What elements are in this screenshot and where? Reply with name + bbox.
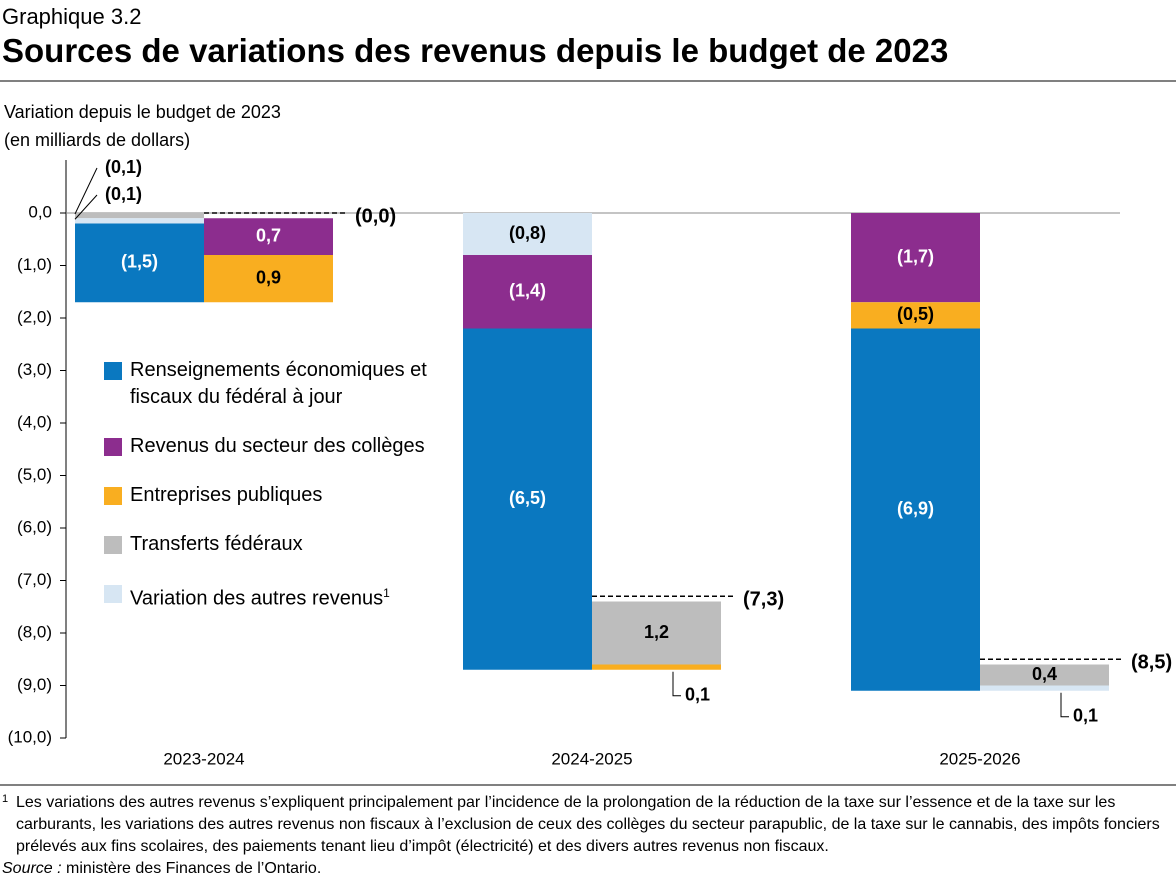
bar-segment [204, 255, 333, 303]
bar-segment [851, 213, 980, 303]
bar-segment [980, 664, 1109, 686]
y-tick-label: 0,0 [28, 202, 52, 221]
bar-segment [463, 213, 592, 255]
y-tick-label: (9,0) [17, 675, 52, 694]
source-label: Source : [2, 860, 62, 877]
data-label: (1,5) [121, 252, 158, 272]
y-tick-label: (7,0) [17, 570, 52, 589]
legend-item: Entreprises publiques [104, 482, 434, 509]
kicker: Graphique 3.2 [2, 4, 142, 29]
bar-segment [463, 328, 592, 670]
legend-item: Renseignements économiques et fiscaux du… [104, 357, 434, 411]
callout-line [74, 167, 98, 215]
data-label: (6,5) [509, 488, 546, 508]
data-label: 1,2 [644, 622, 669, 642]
chart-title: Sources de variations des revenus depuis… [2, 32, 949, 69]
legend-swatch [104, 362, 122, 380]
data-label: 0,7 [256, 225, 281, 245]
legend-label: Transferts fédéraux [130, 533, 303, 555]
legend-label: Entreprises publiques [130, 484, 323, 506]
bar-segment [592, 664, 721, 670]
legend-text: Revenus du secteur des collèges [130, 433, 425, 460]
y-axis-label-line: Variation depuis le budget de 2023 [4, 102, 281, 122]
y-tick-label: (3,0) [17, 360, 52, 379]
data-label: (6,9) [897, 498, 934, 518]
legend-item: Transferts fédéraux [104, 531, 434, 558]
legend-text: Renseignements économiques et fiscaux du… [130, 357, 434, 411]
footnote-marker: 1 [2, 793, 9, 805]
bar-segment [75, 223, 204, 303]
x-tick-label: 2025-2026 [939, 749, 1020, 768]
bar-segment [204, 218, 333, 255]
y-tick-label: (8,0) [17, 622, 52, 641]
data-label: (0,1) [105, 184, 142, 204]
legend-item: Revenus du secteur des collèges [104, 433, 434, 460]
data-label: (1,4) [509, 281, 546, 301]
data-label: 0,1 [1073, 706, 1098, 726]
source: Source : ministère des Finances de l’Ont… [2, 858, 1172, 880]
legend-label: Renseignements économiques et fiscaux du… [130, 359, 427, 408]
legend-label: Variation des autres revenus [130, 587, 384, 610]
legend-item: Variation des autres revenus1 [104, 580, 434, 613]
legend-swatch [104, 487, 122, 505]
legend-text: Entreprises publiques [130, 482, 322, 509]
bar-segment [75, 218, 204, 224]
legend-swatch [104, 536, 122, 554]
data-label: (0,1) [105, 157, 142, 177]
callout-line [74, 194, 98, 220]
total-label: (0,0) [355, 205, 396, 227]
footnote-text: Les variations des autres revenus s’expl… [16, 794, 1160, 855]
legend-swatch [104, 585, 122, 603]
legend-label: Revenus du secteur des collèges [130, 435, 425, 457]
y-tick-label: (6,0) [17, 517, 52, 536]
y-tick-label: (5,0) [17, 465, 52, 484]
data-label: 0,1 [685, 685, 710, 705]
y-axis-label-line: (en milliards de dollars) [4, 130, 191, 150]
bar-segment [463, 255, 592, 329]
legend: Renseignements économiques et fiscaux du… [104, 357, 434, 635]
data-label: 0,9 [256, 267, 281, 287]
total-label: (8,5) [1131, 652, 1172, 674]
bar-segment [592, 601, 721, 665]
source-text: ministère des Finances de l’Ontario. [66, 860, 322, 877]
data-label: (1,7) [897, 246, 934, 266]
data-label: (0,8) [509, 223, 546, 243]
data-label: 0,4 [1032, 664, 1057, 684]
bar-segment [75, 213, 204, 219]
y-axis-label: Variation depuis le budget de 2023 (en m… [4, 98, 281, 154]
callout-line [672, 671, 681, 697]
y-tick-label: (10,0) [8, 727, 52, 746]
bar-segment [980, 685, 1109, 691]
y-tick-label: (4,0) [17, 412, 52, 431]
bar-segment [851, 302, 980, 329]
y-tick-label: (2,0) [17, 307, 52, 326]
x-tick-label: 2024-2025 [551, 749, 632, 768]
data-label: (0,5) [897, 304, 934, 324]
bar-segment [851, 328, 980, 691]
x-tick-label: 2023-2024 [163, 749, 244, 768]
callout-line [1060, 692, 1069, 718]
y-tick-label: (1,0) [17, 255, 52, 274]
legend-swatch [104, 438, 122, 456]
legend-note: 1 [383, 586, 390, 600]
total-label: (7,3) [743, 589, 784, 611]
legend-text: Variation des autres revenus1 [130, 580, 390, 613]
legend-text: Transferts fédéraux [130, 531, 303, 558]
footnotes: 1 Les variations des autres revenus s’exp… [2, 792, 1172, 880]
footnote: 1 Les variations des autres revenus s’exp… [2, 792, 1172, 858]
